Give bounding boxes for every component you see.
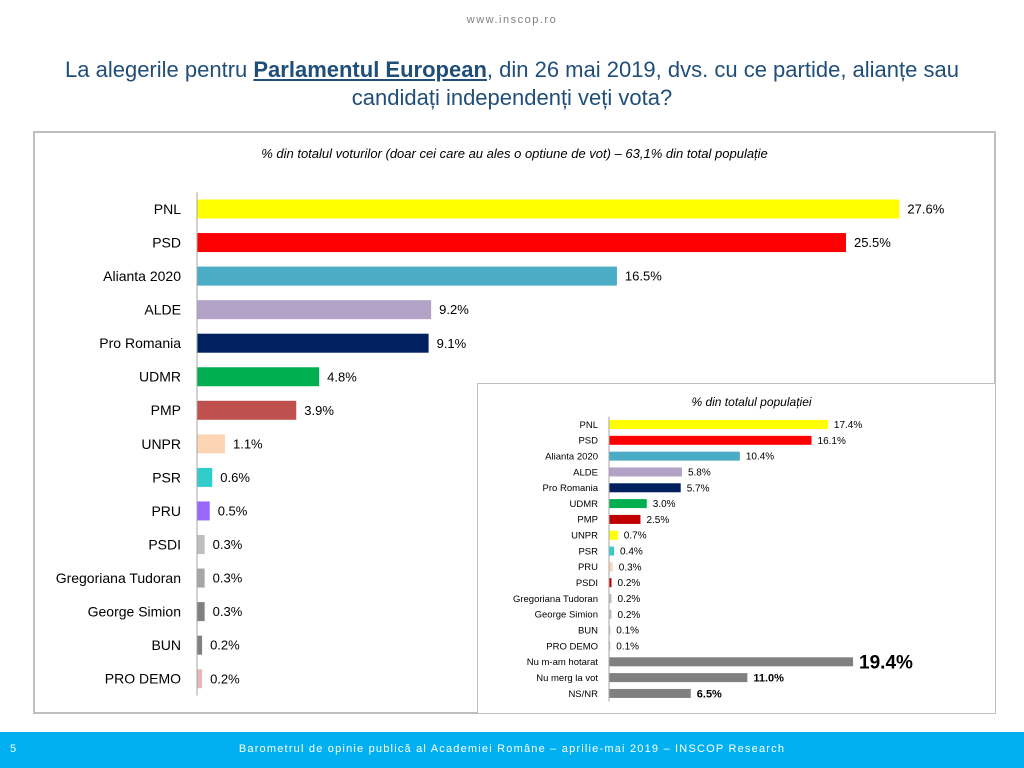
footer-bar: 5 Barometrul de opinie publică al Academ…: [0, 732, 1024, 768]
main-chart-title: % din totalul voturilor (doar cei care a…: [261, 146, 768, 161]
site-url: www.inscop.ro: [466, 14, 558, 26]
page-number: 5: [10, 743, 17, 755]
page-title: La alegerile pentru Parlamentul European…: [60, 56, 964, 112]
footer-text: Barometrul de opinie publică al Academie…: [238, 743, 786, 755]
title-part-1: La alegerile pentru: [65, 57, 254, 82]
inset-chart-title: % din totalul populației: [691, 395, 812, 409]
title-bold-part: Parlamentul European: [253, 57, 487, 82]
title-part-2: , din 26 mai 2019, dvs. cu ce partide, a…: [351, 57, 959, 110]
inset-chart-panel: [477, 383, 996, 714]
